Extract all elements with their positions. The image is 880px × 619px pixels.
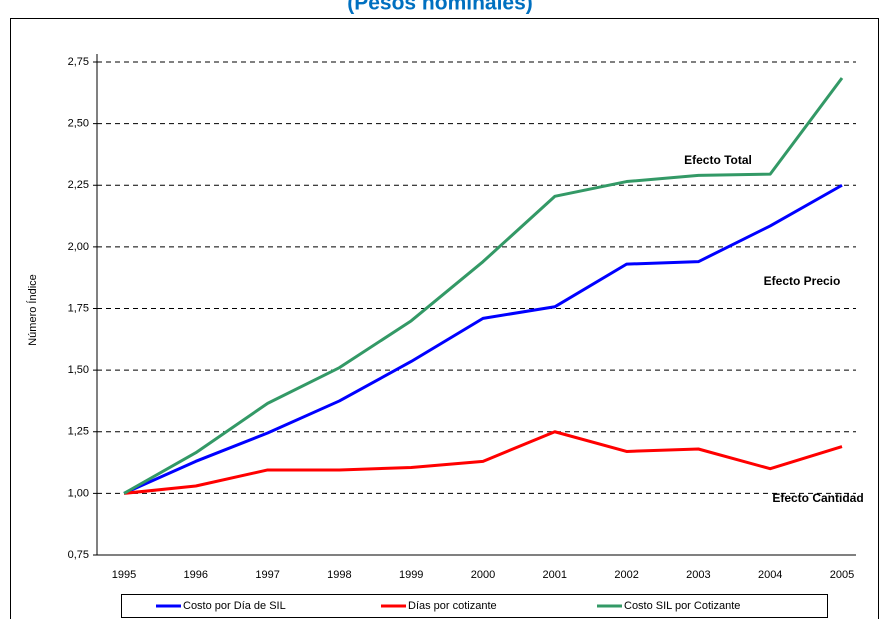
x-tick-label: 1999 [399,569,423,581]
legend-label: Días por cotizante [408,600,497,612]
x-tick-label: 2001 [543,569,567,581]
legend [121,594,828,618]
y-tick-label: 2,25 [68,179,89,191]
chart-frame [10,18,879,619]
x-tick-label: 2002 [614,569,638,581]
x-tick-label: 1996 [184,569,208,581]
y-tick-label: 1,75 [68,302,89,314]
y-axis-label: Número Índice [26,274,39,346]
y-tick-label: 1,00 [68,487,89,499]
x-tick-label: 2003 [686,569,710,581]
y-tick-label: 2,75 [68,56,89,68]
chart-title: (Pesos nominales) [347,0,533,15]
series-line [123,183,843,495]
x-tick-label: 1997 [255,569,279,581]
x-tick-label: 2000 [471,569,495,581]
x-tick-label: 2005 [830,569,854,581]
y-tick-label: 0,75 [68,549,89,561]
annotation: Efecto Cantidad [772,491,863,505]
series-line [123,77,844,495]
series-line [123,430,843,495]
y-tick-label: 1,50 [68,364,89,376]
x-tick-label: 2004 [758,569,782,581]
legend-label: Costo SIL por Cotizante [624,600,740,612]
y-tick-label: 2,50 [68,118,89,130]
x-tick-label: 1995 [112,569,136,581]
x-tick-label: 1998 [327,569,351,581]
annotation: Efecto Total [684,153,752,167]
annotation: Efecto Precio [764,274,841,288]
y-tick-label: 1,25 [68,426,89,438]
y-tick-label: 2,00 [68,241,89,253]
legend-label: Costo por Día de SIL [183,600,286,612]
